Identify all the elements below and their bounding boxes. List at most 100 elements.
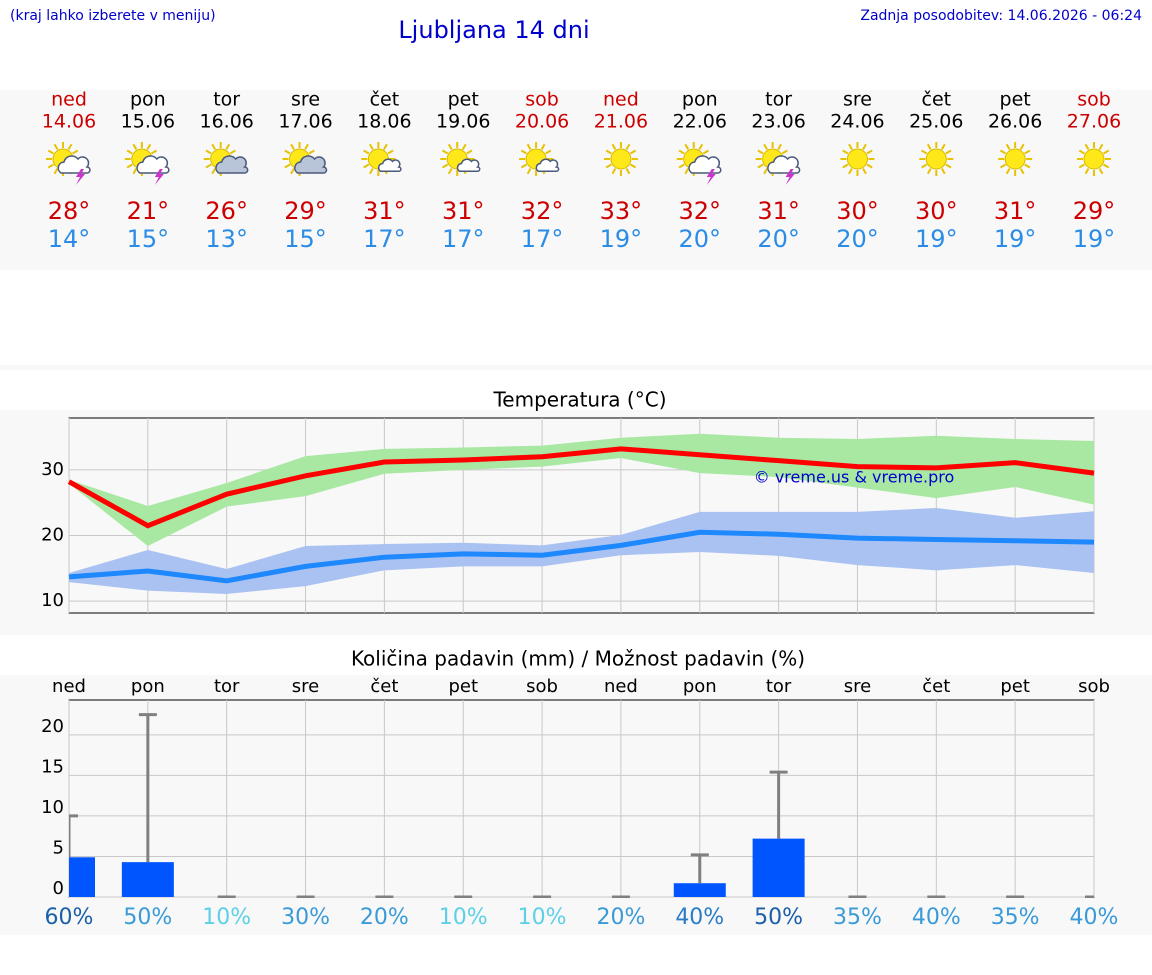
weekday: ned — [51, 89, 87, 111]
sun-ray — [67, 143, 73, 150]
y-tick-label: 0 — [53, 878, 64, 899]
cloud — [456, 158, 481, 172]
sun-ray — [466, 149, 473, 155]
sun-ray — [1098, 143, 1104, 150]
x-tick-label: sre — [844, 676, 871, 697]
sun-ray — [442, 163, 449, 169]
cloud — [767, 155, 801, 174]
lightning — [154, 169, 164, 185]
sun-ray — [369, 168, 374, 175]
weather-icon — [124, 142, 170, 185]
weather-icon — [519, 142, 560, 176]
weather-icon — [998, 142, 1033, 176]
max-temp: 21° — [127, 197, 170, 225]
x-tick-label: tor — [214, 676, 240, 697]
weather-icon — [440, 142, 481, 176]
date: 22.06 — [673, 111, 727, 133]
sun-ray — [757, 149, 764, 155]
y-tick-label: 20 — [41, 525, 64, 546]
x-tick-label: sob — [1078, 676, 1110, 697]
max-temp: 28° — [48, 197, 91, 225]
y-tick-label: 30 — [41, 459, 64, 480]
date: 19.06 — [436, 111, 490, 133]
max-temp: 32° — [521, 197, 564, 225]
sun-ray — [684, 143, 690, 150]
sun — [1004, 148, 1026, 170]
sun-ray — [211, 168, 217, 175]
chance-label: 40% — [912, 905, 961, 930]
sun-ray — [132, 143, 138, 150]
max-temp: 30° — [915, 197, 958, 225]
sun-ray — [629, 149, 637, 155]
chance-label: 35% — [991, 905, 1040, 930]
chance-label: 50% — [123, 905, 172, 930]
chance-label: 35% — [833, 905, 882, 930]
line — [68, 529, 1095, 584]
date: 16.06 — [199, 111, 253, 133]
weekday: čet — [922, 89, 952, 111]
sun-ray — [1078, 149, 1085, 155]
x-tick-label: čet — [370, 676, 398, 697]
sun-ray — [53, 143, 59, 150]
sun-ray — [520, 149, 528, 155]
weather-icon — [919, 142, 954, 176]
date: 15.06 — [121, 111, 175, 133]
sun-ray — [625, 168, 631, 175]
max-temp: 32° — [678, 197, 721, 225]
chance-label: 40% — [675, 905, 724, 930]
forecast-band — [0, 90, 1152, 270]
sun-ray — [763, 168, 768, 175]
sun-ray — [526, 168, 532, 175]
sun-ray — [363, 149, 370, 155]
last-update: Zadnja posodobitev: 14.06.2026 - 06:24 — [860, 8, 1142, 24]
sun-ray — [702, 149, 709, 155]
sun-ray — [848, 168, 853, 175]
sun-ray — [842, 163, 849, 169]
x-tick-label: tor — [766, 676, 792, 697]
sun-ray — [225, 143, 231, 150]
sun-ray — [678, 163, 685, 169]
sun-ray — [1103, 149, 1110, 155]
min-temp: 17° — [442, 225, 485, 253]
sun-ray — [999, 163, 1007, 169]
max-temp: 33° — [600, 197, 643, 225]
sun-ray — [304, 143, 309, 150]
weekday: čet — [370, 89, 400, 111]
sun-ray — [1005, 168, 1011, 175]
sun-ray — [1084, 143, 1090, 150]
min-temp: 17° — [363, 225, 406, 253]
sun-ray — [862, 143, 867, 150]
cloud — [294, 155, 328, 174]
date: 14.06 — [42, 111, 96, 133]
max-temp: 31° — [757, 197, 800, 225]
chance-label: 20% — [596, 905, 645, 930]
chance-label: 20% — [360, 905, 409, 930]
sun-ray — [1019, 143, 1025, 150]
max-temp: 29° — [1073, 197, 1116, 225]
min-temp: 19° — [915, 225, 958, 253]
weather-icon — [676, 142, 722, 185]
weather-icon — [603, 142, 638, 176]
max-temp: 26° — [205, 197, 248, 225]
sun-ray — [781, 149, 788, 155]
date: 27.06 — [1067, 111, 1121, 133]
cloud — [215, 155, 249, 174]
sun-ray — [146, 143, 152, 150]
date: 20.06 — [515, 111, 569, 133]
cloud — [377, 158, 402, 172]
weekday: sre — [843, 89, 872, 111]
date: 24.06 — [830, 111, 884, 133]
sun-ray — [545, 149, 552, 155]
weekday: ned — [603, 89, 639, 111]
max-temp: 31° — [363, 197, 406, 225]
sun-ray — [945, 163, 952, 169]
min-temp: 14° — [48, 225, 91, 253]
sun-ray — [369, 143, 374, 150]
sun-ray — [387, 149, 394, 155]
date: 17.06 — [278, 111, 332, 133]
sun-ray — [866, 149, 873, 155]
sun-ray — [605, 149, 612, 155]
cloud — [136, 155, 170, 174]
max-temp: 31° — [442, 197, 485, 225]
sun — [1083, 148, 1105, 170]
